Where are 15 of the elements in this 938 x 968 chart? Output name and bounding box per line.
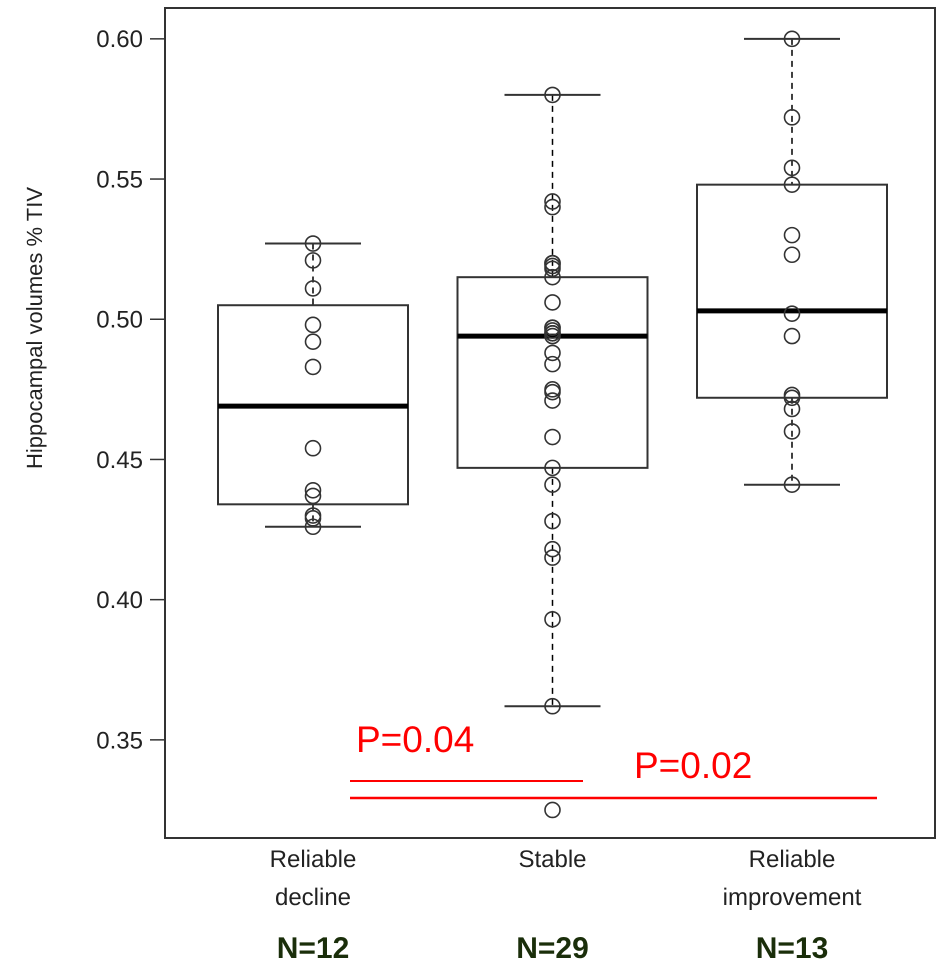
annotation: P=0.02 xyxy=(634,745,752,786)
y-tick-label: 0.40 xyxy=(96,587,143,614)
y-tick-label: 0.35 xyxy=(96,727,143,754)
y-tick-label: 0.50 xyxy=(96,306,143,334)
text: N=29 xyxy=(516,932,589,965)
x-tick-label: Reliable decline xyxy=(270,846,356,911)
y-tick-label: 0.60 xyxy=(96,26,143,54)
y-tick-label: 0.55 xyxy=(96,166,143,194)
text: N=13 xyxy=(756,932,828,965)
x-tick-label: Reliable improvement xyxy=(722,846,862,911)
y-axis-title: Hippocampal volumes % TIV xyxy=(22,186,47,470)
annotation: P=0.04 xyxy=(356,719,474,760)
x-tick-label: Stable xyxy=(518,846,587,873)
y-tick-label: 0.45 xyxy=(96,446,143,474)
text: N=12 xyxy=(276,932,350,965)
